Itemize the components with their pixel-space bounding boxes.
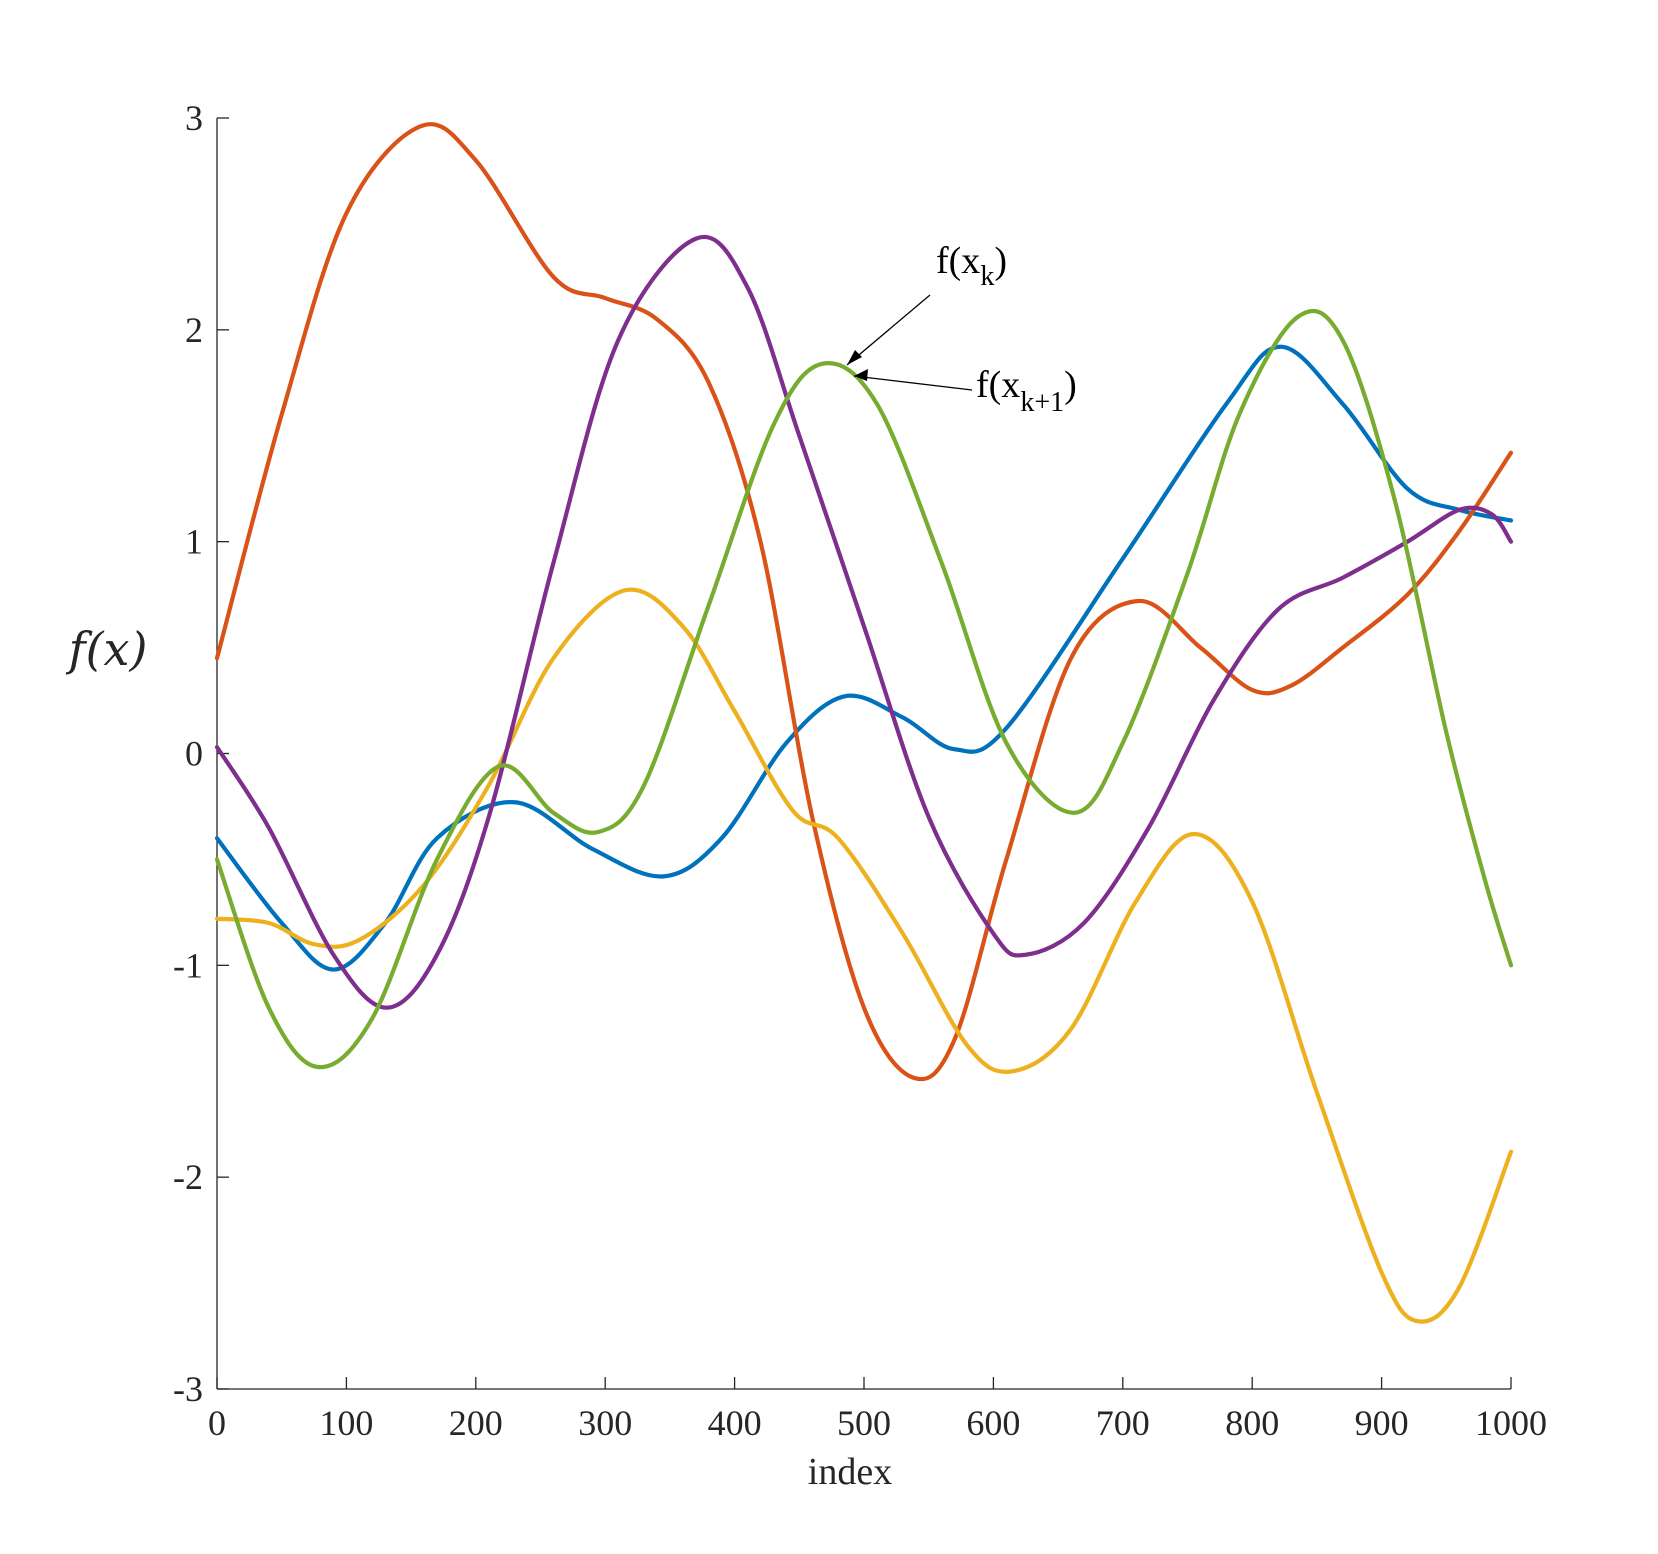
series-line-5 — [214, 308, 1514, 1070]
x-tick-label: 200 — [449, 1403, 503, 1443]
x-tick-label: 700 — [1096, 1403, 1150, 1443]
y-tick-label: -1 — [173, 945, 203, 985]
x-tick-label: 900 — [1355, 1403, 1409, 1443]
x-tick-label: 800 — [1225, 1403, 1279, 1443]
y-axis-label: f(x) — [66, 622, 148, 676]
y-tick-label: 3 — [185, 98, 203, 138]
series-line-4 — [214, 234, 1514, 1010]
ticks: 0 100 200 300 400 500 600 700 800 900 1000 3 2 1 0 -1 -2… — [173, 98, 1547, 1443]
x-tick-label: 300 — [578, 1403, 632, 1443]
axes — [216, 118, 1511, 1390]
y-tick-label: 0 — [185, 734, 203, 774]
x-tick-label: 400 — [708, 1403, 762, 1443]
annotation-f-xk-arrowhead — [847, 350, 862, 365]
x-axis-label: index — [808, 1451, 892, 1493]
x-tick-label: 600 — [966, 1403, 1020, 1443]
y-tick-label: -2 — [173, 1157, 203, 1197]
y-tick-label: 2 — [185, 310, 203, 350]
x-tick-label: 1000 — [1475, 1403, 1547, 1443]
y-tick-label: -3 — [173, 1369, 203, 1409]
annotations: f(xk) f(xk+1) — [846, 240, 1077, 418]
series-line-2 — [214, 122, 1514, 1082]
annotation-f-xk1: f(xk+1) — [976, 364, 1077, 418]
series-line-1 — [214, 344, 1514, 972]
annotation-f-xk1-arrowhead — [854, 369, 868, 381]
y-tick-label: 1 — [185, 522, 203, 562]
series-line-3 — [214, 587, 1514, 1324]
annotation-f-xk: f(xk) — [936, 240, 1007, 292]
x-tick-label: 0 — [208, 1403, 226, 1443]
x-tick-label: 500 — [837, 1403, 891, 1443]
annotation-f-xk-line — [846, 294, 931, 366]
series-lines — [214, 122, 1514, 1324]
x-tick-label: 100 — [319, 1403, 373, 1443]
annotation-f-xk1-line — [853, 375, 973, 391]
